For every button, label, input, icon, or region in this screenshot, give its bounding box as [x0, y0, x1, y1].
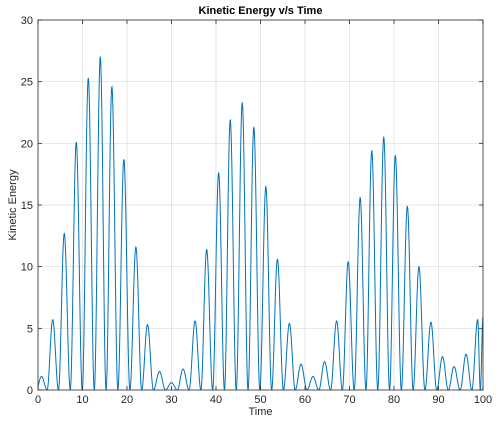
- series-lobe: [117, 159, 131, 390]
- series-lobe: [129, 246, 143, 390]
- series-lobe: [459, 353, 473, 390]
- series-lobe: [424, 321, 438, 390]
- x-tick-label: 70: [343, 394, 355, 406]
- series-lobe: [365, 149, 379, 390]
- x-tick-label: 50: [254, 394, 266, 406]
- axis-ticks: 0 10 20 30 40 50 60 70 80 90 100 0 5 10 15 20 25 30: [21, 15, 492, 406]
- y-tick-label: 30: [21, 15, 33, 27]
- series-lobe: [306, 375, 319, 390]
- x-axis-label: Time: [248, 406, 272, 418]
- series-lobe: [177, 368, 190, 390]
- x-tick-label: 80: [388, 394, 400, 406]
- series-lobe: [271, 258, 284, 390]
- series-lobe: [69, 142, 83, 390]
- x-tick-label: 90: [432, 394, 444, 406]
- series-lobe: [235, 101, 249, 390]
- x-tick-label: 10: [76, 394, 88, 406]
- series-lobe: [153, 370, 166, 390]
- series-lobe: [353, 196, 367, 390]
- kinetic-energy-series: [38, 55, 483, 390]
- series-lobe: [436, 356, 449, 390]
- x-tick-label: 20: [121, 394, 133, 406]
- series-lobe: [283, 322, 296, 390]
- x-tick-label: 0: [35, 394, 41, 406]
- y-tick-label: 0: [27, 385, 33, 397]
- series-lobe: [377, 136, 391, 390]
- series-lobe: [81, 77, 95, 390]
- series-lobe: [400, 205, 414, 390]
- x-tick-label: 40: [210, 394, 222, 406]
- series-lobe: [38, 375, 48, 390]
- series-lobe: [165, 382, 178, 390]
- y-tick-label: 25: [21, 77, 33, 89]
- grid-lines: [38, 20, 483, 390]
- series-lobe: [412, 265, 426, 390]
- series-lobe: [448, 366, 461, 390]
- x-tick-label: 30: [165, 394, 177, 406]
- series-lobe: [389, 154, 402, 390]
- series-lobe: [341, 260, 355, 390]
- series-lobe: [200, 248, 214, 390]
- series-lobe: [141, 324, 154, 390]
- series-lobe: [57, 232, 71, 390]
- y-tick-label: 20: [21, 138, 33, 150]
- y-axis-label: Kinetic Energy: [7, 169, 19, 240]
- series-lobe: [471, 318, 481, 390]
- x-tick-label: 60: [299, 394, 311, 406]
- chart-title: Kinetic Energy v/s Time: [199, 5, 323, 17]
- series-lobe: [188, 320, 202, 390]
- series-lobe: [46, 319, 59, 390]
- series-lobe: [330, 320, 343, 390]
- series-lobe: [105, 85, 119, 390]
- x-tick-label: 100: [474, 394, 492, 406]
- series-lobe: [212, 171, 225, 390]
- series-lobe: [247, 126, 261, 390]
- y-tick-label: 10: [21, 262, 33, 274]
- y-tick-label: 15: [21, 200, 33, 212]
- series-lobe: [294, 363, 308, 390]
- series-lobe: [223, 118, 237, 390]
- series-lobe: [93, 55, 107, 390]
- series-lobe: [479, 315, 483, 390]
- series-lobe: [318, 361, 331, 390]
- series-lobe: [259, 185, 273, 390]
- series-group: [38, 55, 483, 390]
- y-tick-label: 5: [27, 323, 33, 335]
